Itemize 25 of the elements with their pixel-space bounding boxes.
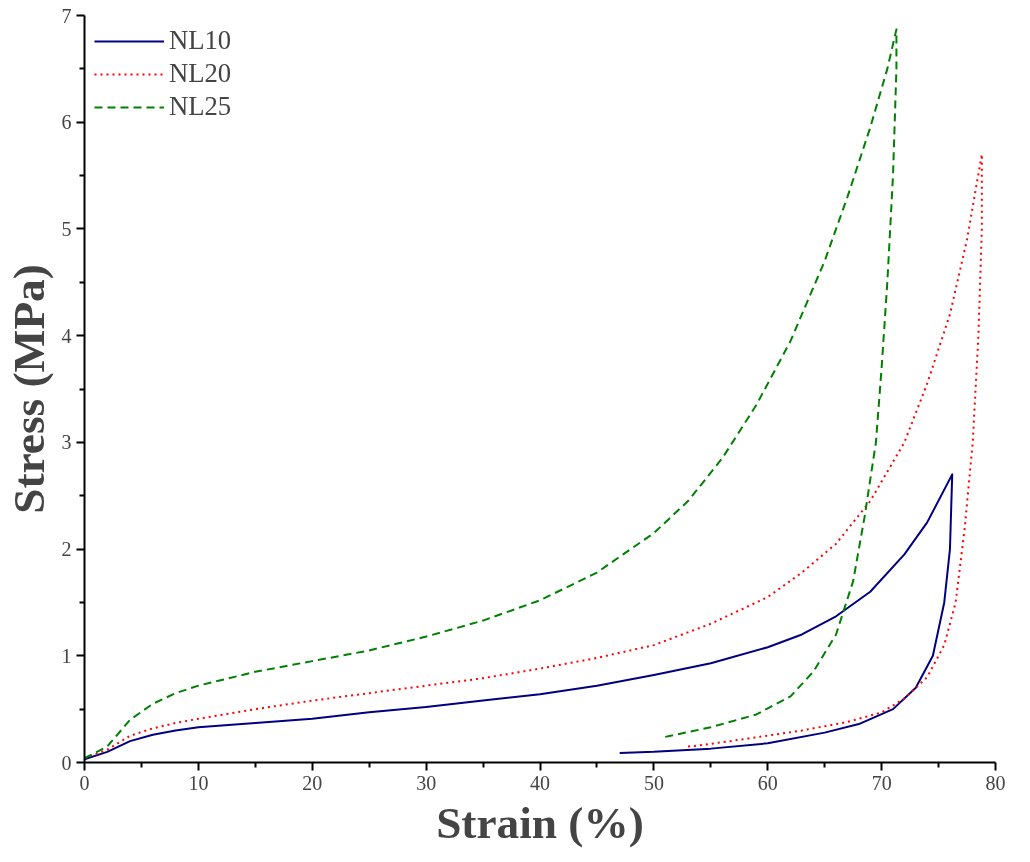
line-series <box>84 153 983 760</box>
x-tick-label: 30 <box>416 771 437 794</box>
x-tick-label: 20 <box>302 771 323 794</box>
x-tick-label: 70 <box>871 771 892 794</box>
x-tick-label: 50 <box>643 771 664 794</box>
legend-label: NL10 <box>169 25 232 56</box>
x-tick-label: 0 <box>79 771 90 794</box>
x-tick-label: 80 <box>985 771 1006 794</box>
x-tick-label: 10 <box>188 771 209 794</box>
x-tick-label: 40 <box>530 771 550 794</box>
y-tick-label: 6 <box>61 111 72 134</box>
y-tick-label: 5 <box>61 217 72 240</box>
y-axis-title: Stress (MPa) <box>3 264 54 514</box>
x-tick-label: 60 <box>757 771 778 794</box>
line-series <box>84 473 954 761</box>
legend-label: NL25 <box>169 91 232 122</box>
y-tick-label: 0 <box>61 751 72 774</box>
x-axis-title: Strain (%) <box>436 797 644 848</box>
y-tick-label: 1 <box>61 644 72 667</box>
legend-label: NL20 <box>169 58 232 89</box>
y-tick-label: 7 <box>61 4 72 27</box>
y-tick-label: 3 <box>61 431 72 454</box>
y-tick-label: 2 <box>61 538 72 561</box>
y-tick-label: 4 <box>61 324 72 347</box>
line-series <box>84 28 898 760</box>
